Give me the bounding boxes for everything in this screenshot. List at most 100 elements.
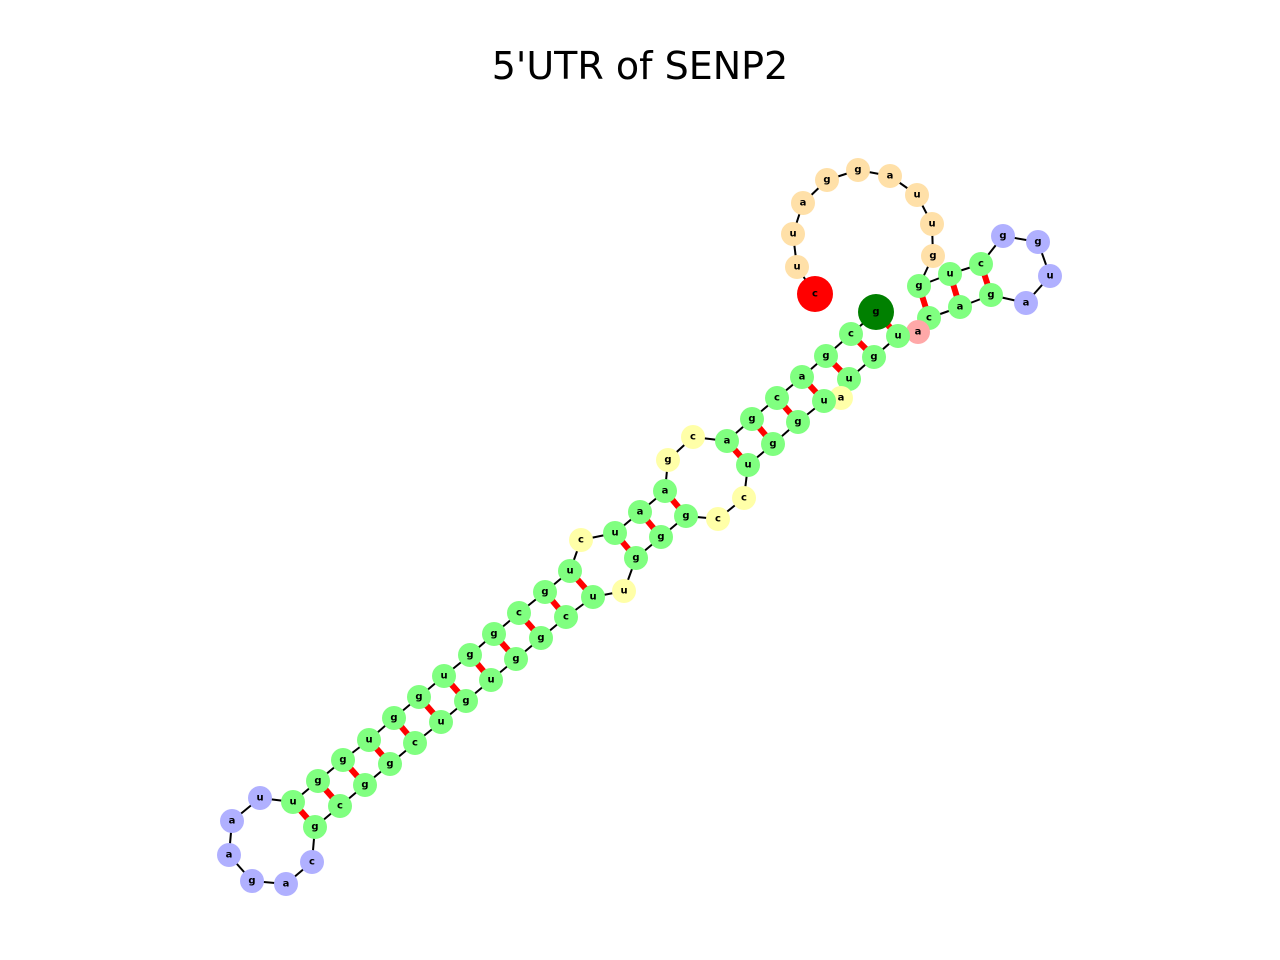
nucleotide-letter: c bbox=[774, 393, 780, 404]
nucleotide-letter: u bbox=[789, 229, 796, 240]
nucleotide-stem: a bbox=[715, 429, 739, 453]
nucleotide-letter: u bbox=[744, 460, 751, 471]
nucleotide-circle bbox=[274, 872, 298, 896]
nucleotide-interior: c bbox=[706, 507, 730, 531]
nucleotide-circle bbox=[331, 748, 355, 772]
nucleotide-stem: u bbox=[812, 389, 836, 413]
nucleotide-stem: u bbox=[837, 367, 861, 391]
nucleotide-circle bbox=[786, 410, 810, 434]
nucleotide-circle bbox=[624, 546, 648, 570]
nucleotide-interior: u bbox=[612, 579, 636, 603]
nucleotide-stem: g bbox=[649, 525, 673, 549]
nucleotide-circle bbox=[220, 809, 244, 833]
nucleotide-circle bbox=[706, 507, 730, 531]
nucleotide-letter: g bbox=[339, 755, 346, 766]
nucleotide-circle bbox=[920, 212, 944, 236]
nucleotide-stem: g bbox=[624, 546, 648, 570]
nucleotide-letter: u bbox=[946, 269, 953, 280]
nucleotide-letter: u bbox=[256, 793, 263, 804]
nucleotide-circle bbox=[681, 425, 705, 449]
nucleotide-ext5: a bbox=[878, 164, 902, 188]
nucleotide-letter: g bbox=[541, 587, 548, 598]
nucleotide-stem: g bbox=[331, 748, 355, 772]
nucleotide-hairpin: c bbox=[300, 850, 324, 874]
nucleotide-circle bbox=[628, 500, 652, 524]
nucleotide-stem: u bbox=[429, 710, 453, 734]
nucleotide-hairpin: g bbox=[991, 224, 1015, 248]
nucleotide-circle bbox=[837, 367, 861, 391]
nucleotide-interior: c bbox=[569, 528, 593, 552]
nucleotide-circle bbox=[482, 622, 506, 646]
nucleotide-letter: g bbox=[415, 692, 422, 703]
nucleotide-letter: u bbox=[793, 262, 800, 273]
nucleotide-circle bbox=[969, 252, 993, 276]
nucleotide-stem: c bbox=[403, 731, 427, 755]
nucleotide-interior: g bbox=[656, 448, 680, 472]
nucleotide-letter: g bbox=[537, 633, 544, 644]
nucleotide-hairpin: a bbox=[274, 872, 298, 896]
nucleotide-circle bbox=[1026, 230, 1050, 254]
nucleotide-letter: u bbox=[1046, 271, 1053, 282]
nucleotide-letter: u bbox=[289, 797, 296, 808]
nucleotide-stem: g bbox=[862, 345, 886, 369]
nucleotide-circle bbox=[507, 601, 531, 625]
nucleotide-letter: g bbox=[1034, 237, 1041, 248]
nucleotide-stem: c bbox=[969, 252, 993, 276]
nucleotide-hairpin: u bbox=[1038, 264, 1062, 288]
nucleotide-stem: u bbox=[432, 664, 456, 688]
nucleotide-letter: g bbox=[386, 759, 393, 770]
nucleotide-ext5: u bbox=[920, 212, 944, 236]
nucleotide-stem: c bbox=[328, 794, 352, 818]
nucleotide-letter: a bbox=[724, 436, 731, 447]
nucleotide-circle bbox=[1014, 291, 1038, 315]
nucleotide-circle bbox=[797, 276, 833, 312]
nucleotide-circle bbox=[649, 525, 673, 549]
nucleotide-letter: a bbox=[226, 850, 233, 861]
nucleotide-circle bbox=[862, 345, 886, 369]
nucleotide-stem: u bbox=[479, 668, 503, 692]
figure-title: 5'UTR of SENP2 bbox=[491, 44, 789, 88]
nucleotide-circle bbox=[991, 224, 1015, 248]
nucleotide-circle bbox=[217, 843, 241, 867]
nucleotide-ext5: g bbox=[815, 168, 839, 192]
nucleotide-circle bbox=[907, 274, 931, 298]
nucleotide-stem: g bbox=[674, 504, 698, 528]
nucleotide-circle bbox=[454, 689, 478, 713]
nucleotide-circle bbox=[558, 559, 582, 583]
nucleotide-letter: u bbox=[440, 671, 447, 682]
nucleotide-circle bbox=[674, 504, 698, 528]
nucleotide-letter: c bbox=[848, 329, 854, 340]
nucleotide-letter: u bbox=[928, 219, 935, 230]
nucleotide-circle bbox=[839, 322, 863, 346]
nucleotide-circle bbox=[656, 448, 680, 472]
nucleotide-circle bbox=[653, 479, 677, 503]
nucleotide-stem: g bbox=[907, 274, 931, 298]
nucleotide-letter: g bbox=[794, 417, 801, 428]
nucleotide-circle bbox=[761, 432, 785, 456]
nucleotide-stem: g bbox=[786, 410, 810, 434]
nucleotide-letter: a bbox=[915, 327, 922, 338]
nucleotide-ext3: a bbox=[906, 320, 930, 344]
nucleotide-stem: g bbox=[533, 580, 557, 604]
nucleotide-circle bbox=[479, 668, 503, 692]
nucleotide-stem: g bbox=[504, 647, 528, 671]
nucleotide-circle bbox=[612, 579, 636, 603]
nucleotide-ext5: u bbox=[905, 183, 929, 207]
nucleotide-circle bbox=[429, 710, 453, 734]
nucleotide-circle bbox=[791, 191, 815, 215]
nucleotide-letter: g bbox=[822, 351, 829, 362]
nucleotide-letter: g bbox=[999, 231, 1006, 242]
nucleotide-letter: a bbox=[283, 879, 290, 890]
nucleotide-stem: a bbox=[653, 479, 677, 503]
nucleotide-letter: c bbox=[516, 608, 522, 619]
nucleotide-hairpin: u bbox=[248, 786, 272, 810]
nucleotide-circle bbox=[378, 752, 402, 776]
nucleotide-letter: a bbox=[662, 486, 669, 497]
nucleotide-stem: g bbox=[529, 626, 553, 650]
nucleotide-stem: a bbox=[628, 500, 652, 524]
nucleotide-ext5: g bbox=[921, 244, 945, 268]
nucleotide-circle bbox=[878, 164, 902, 188]
nucleotide-circle bbox=[432, 664, 456, 688]
nucleotide-stem: g bbox=[814, 344, 838, 368]
nucleotide-circle bbox=[905, 183, 929, 207]
